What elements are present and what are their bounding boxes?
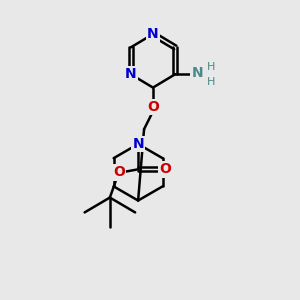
Text: O: O [113,165,125,179]
Text: N: N [125,67,136,81]
Text: N: N [147,27,159,41]
Text: N: N [192,66,203,80]
Text: O: O [159,162,171,176]
Text: H: H [207,76,215,87]
Text: N: N [132,137,144,151]
Text: H: H [207,62,215,72]
Text: O: O [147,100,159,114]
